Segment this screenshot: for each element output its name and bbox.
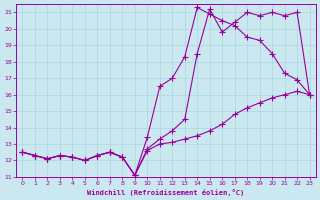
X-axis label: Windchill (Refroidissement éolien,°C): Windchill (Refroidissement éolien,°C)	[87, 189, 245, 196]
